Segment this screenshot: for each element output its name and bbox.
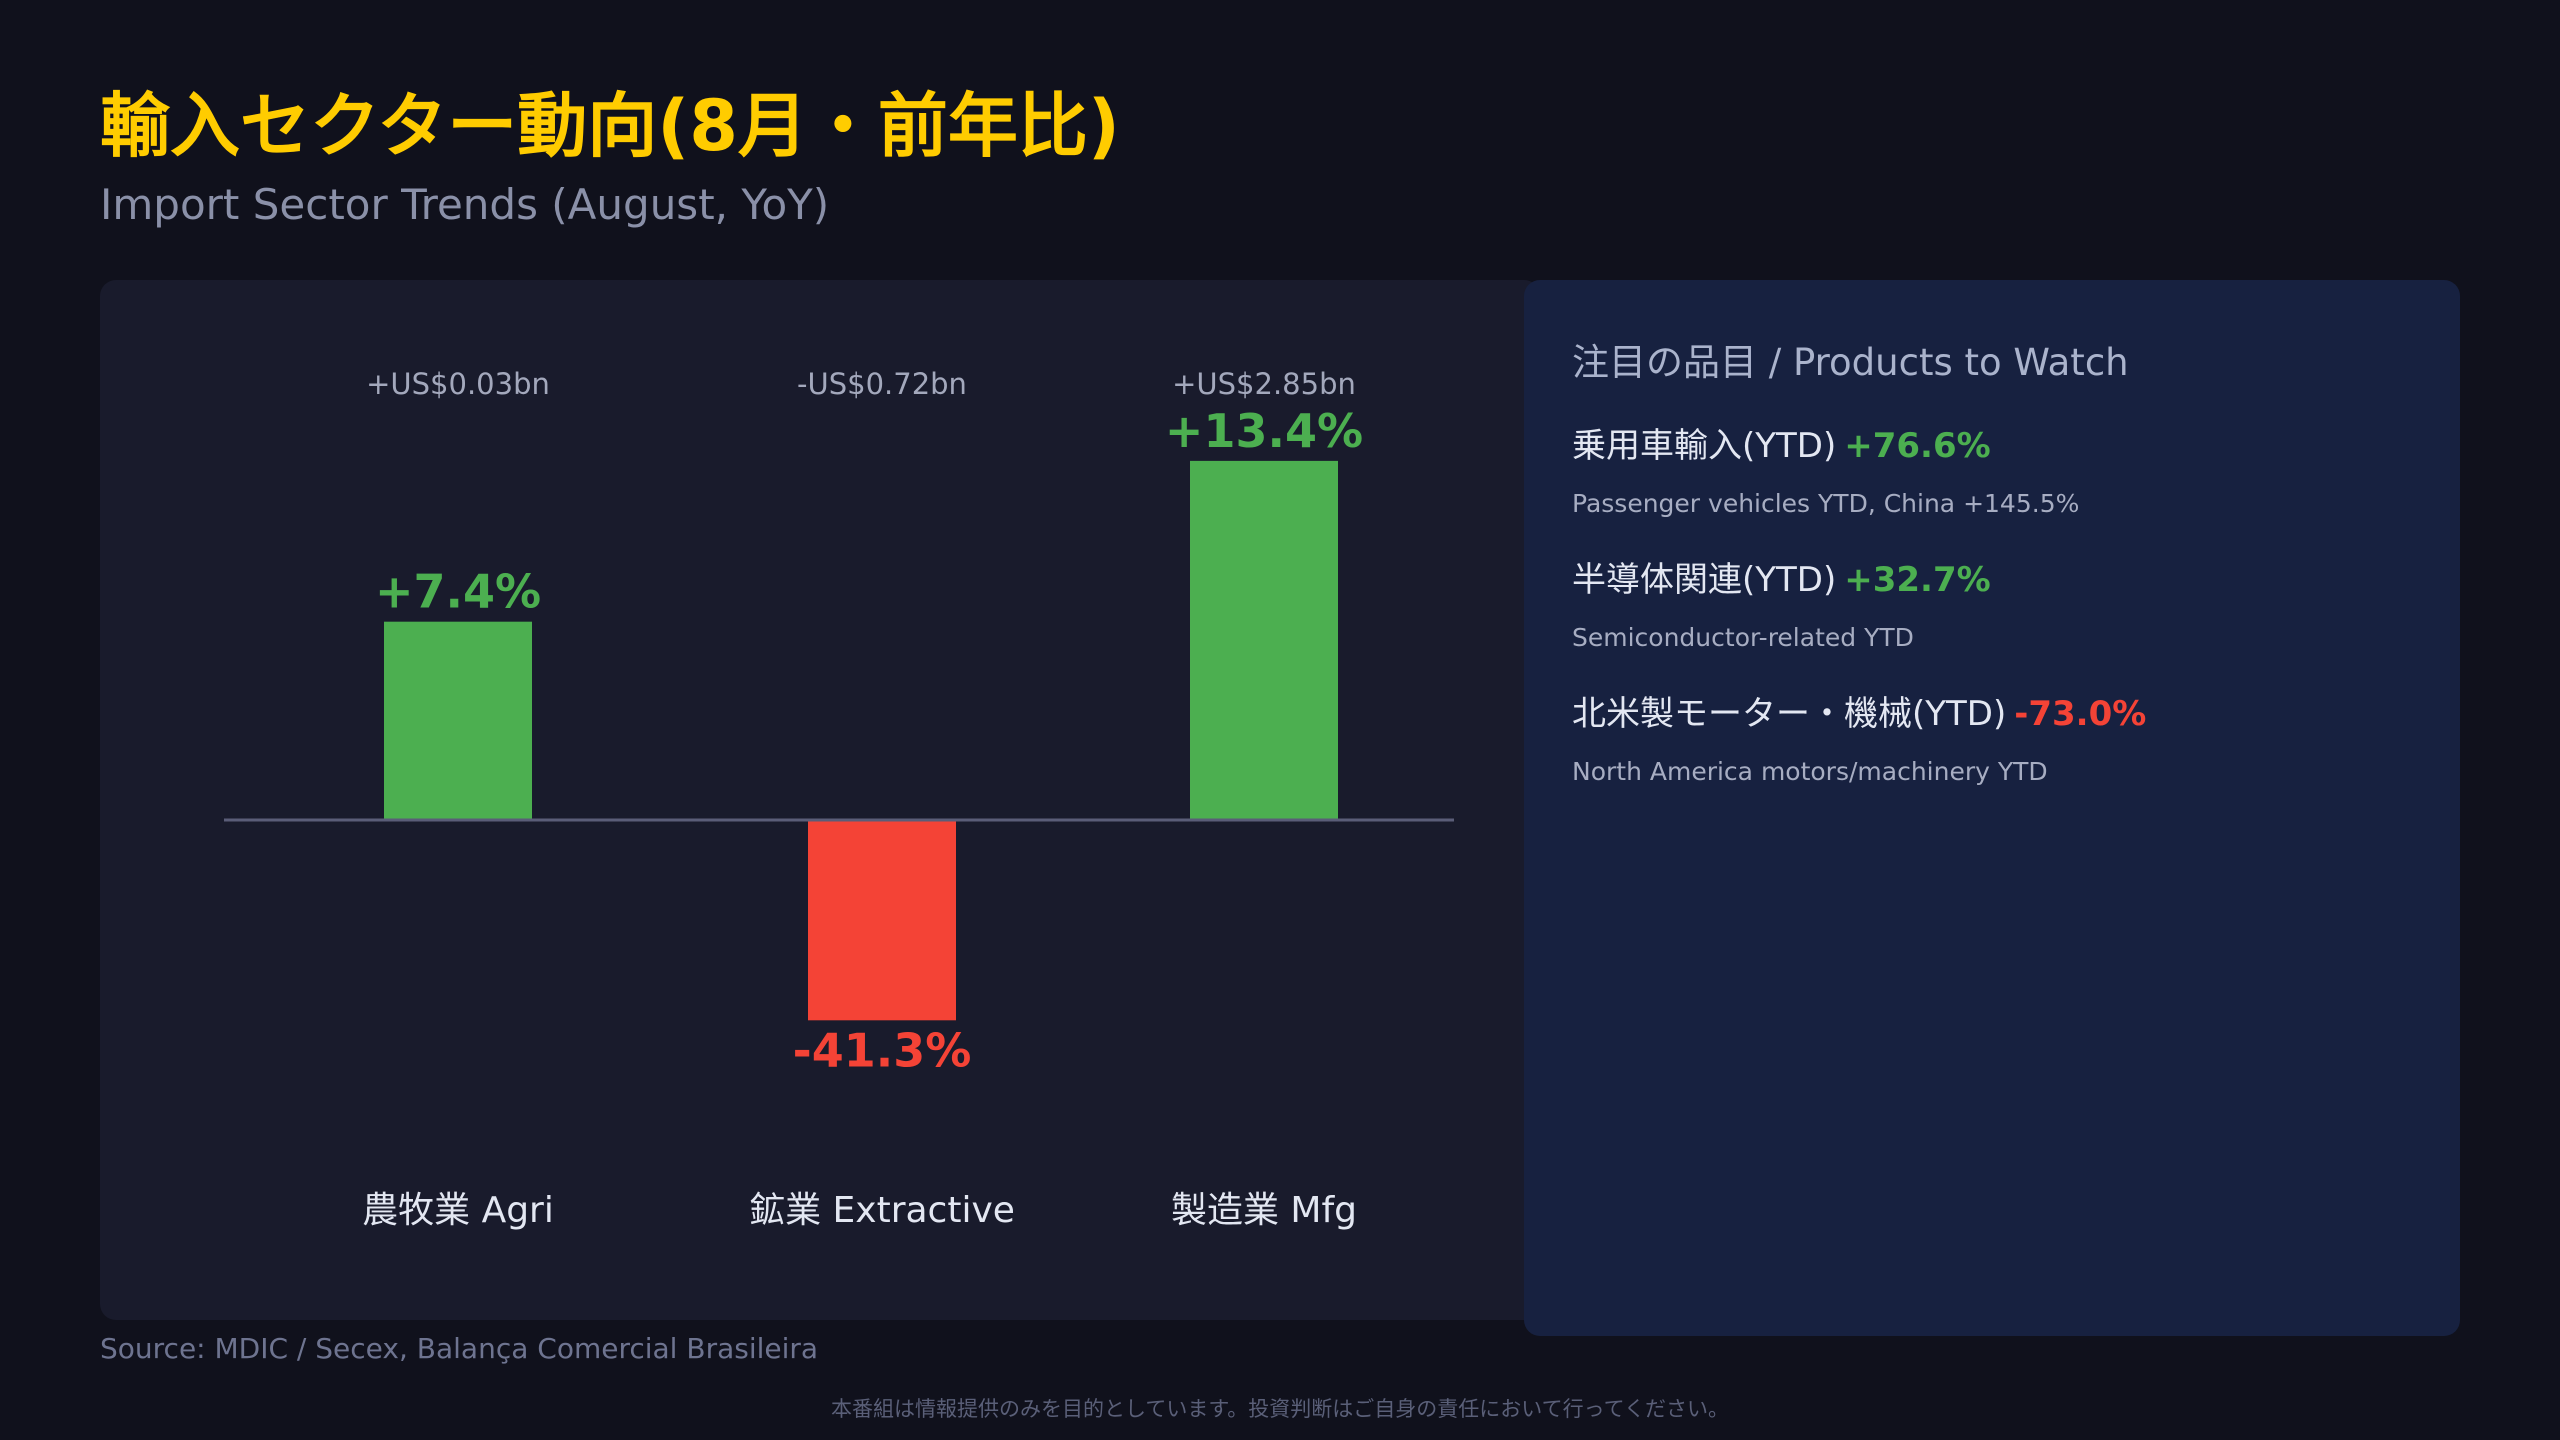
amount-label-1: -US$0.72bn — [797, 367, 967, 401]
watch-item-passenger-vehicles: 乗用車輸入(YTD) +76.6% Passenger vehicles YTD,… — [1572, 418, 2432, 518]
bar-0 — [384, 621, 532, 820]
watch-item-sub: Semiconductor-related YTD — [1572, 623, 1914, 652]
watch-item-label: 半導体関連(YTD) — [1572, 560, 1837, 600]
value-label-1: -41.3% — [793, 1023, 972, 1077]
disclaimer: 本番組は情報提供のみを目的としています。投資判断はご自身の責任において行ってくだ… — [831, 1397, 1729, 1421]
category-label-0: 農牧業 Agri — [362, 1190, 554, 1231]
chart-panel: +7.4% +US$0.03bn 農牧業 Agri -41.3% -US$0.72bn 鉱… — [100, 280, 1540, 1320]
page-subtitle: Import Sector Trends (August, YoY) — [100, 180, 830, 229]
watch-item-north-america-machinery: 北米製モーター・機械(YTD) -73.0% North America moto… — [1572, 686, 2432, 786]
watch-item-sub: North America motors/machinery YTD — [1572, 757, 2048, 786]
bar-1 — [808, 820, 956, 1021]
bar-chart: +7.4% +US$0.03bn 農牧業 Agri -41.3% -US$0.72bn 鉱… — [224, 367, 1454, 1231]
watch-item-sub: Passenger vehicles YTD, China +145.5% — [1572, 489, 2080, 518]
bar-2 — [1190, 460, 1338, 820]
page-title: 輸入セクター動向(8月・前年比) — [100, 85, 1120, 167]
watch-item-value: +76.6% — [1844, 426, 1991, 466]
products-to-watch-heading: 注目の品目 / Products to Watch — [1572, 341, 2129, 384]
category-label-1: 鉱業 Extractive — [749, 1190, 1015, 1231]
watch-item-label: 乗用車輸入(YTD) — [1572, 426, 1837, 466]
products-to-watch-panel: 注目の品目 / Products to Watch 乗用車輸入(YTD) +76.… — [1524, 280, 2460, 1336]
source-note: Source: MDIC / Secex, Balança Comercial … — [100, 1332, 819, 1365]
watch-item-label: 北米製モーター・機械(YTD) — [1572, 694, 2007, 734]
watch-item-value: -73.0% — [2014, 694, 2147, 734]
watch-item-value: +32.7% — [1844, 560, 1991, 600]
amount-label-2: +US$2.85bn — [1172, 367, 1356, 401]
value-label-0: +7.4% — [375, 565, 541, 619]
value-label-2: +13.4% — [1165, 404, 1363, 458]
amount-label-0: +US$0.03bn — [366, 367, 550, 401]
category-label-2: 製造業 Mfg — [1171, 1190, 1357, 1231]
watch-item-semiconductor: 半導体関連(YTD) +32.7% Semiconductor-related Y… — [1572, 552, 2432, 652]
